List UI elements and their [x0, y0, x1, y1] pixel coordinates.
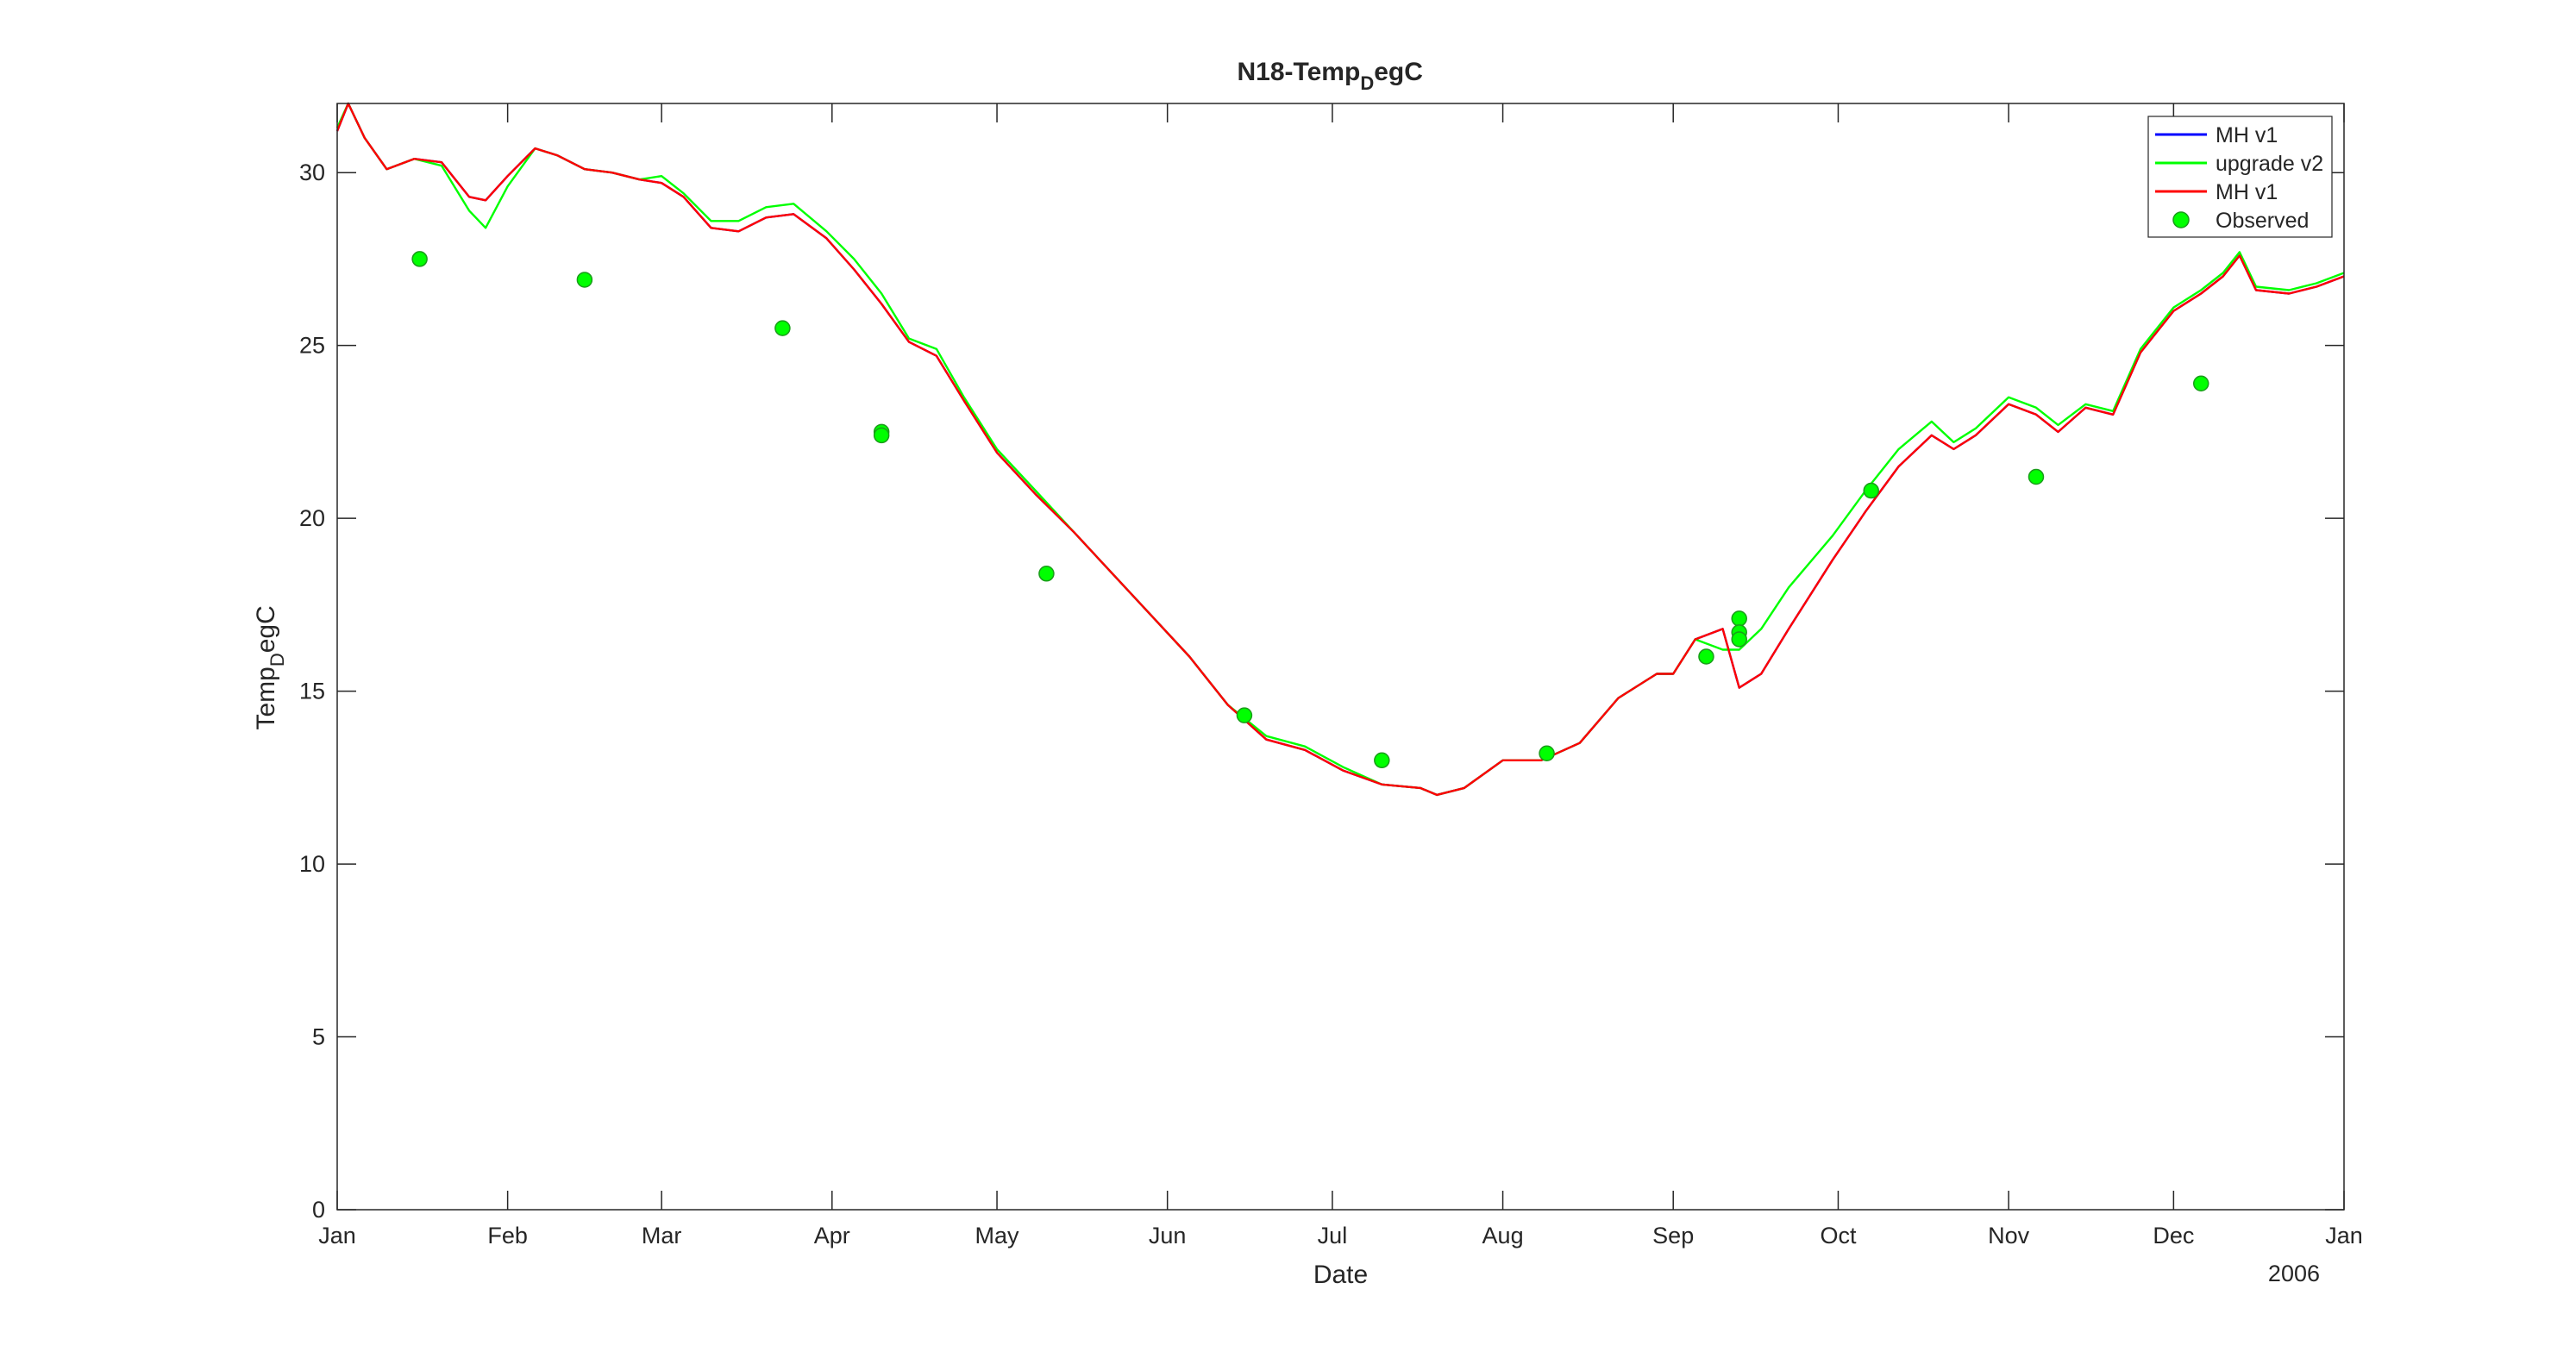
- x-tick-label: Jan: [318, 1223, 356, 1248]
- observed-point: [2028, 468, 2045, 485]
- legend-label: MH v1: [2216, 123, 2278, 147]
- y-axis-label: TempDegC: [252, 605, 288, 729]
- y-tick-label: 20: [299, 505, 325, 531]
- x-tick-label: Sep: [1652, 1223, 1694, 1248]
- observed-point: [1863, 482, 1879, 499]
- x-tick-label: Jan: [2325, 1223, 2363, 1248]
- y-tick-label: 25: [299, 333, 325, 359]
- year-label: 2006: [2268, 1261, 2320, 1286]
- y-tick-label: 10: [299, 851, 325, 877]
- legend-label: MH v1: [2216, 180, 2278, 204]
- x-tick-label: Dec: [2153, 1223, 2194, 1248]
- observed-point: [1539, 745, 1555, 762]
- x-tick-label: Apr: [814, 1223, 850, 1248]
- y-tick-label: 30: [299, 160, 325, 185]
- x-tick-label: Oct: [1820, 1223, 1857, 1248]
- x-axis-label: Date: [1313, 1261, 1368, 1289]
- legend-label: Observed: [2216, 209, 2309, 233]
- observed-point: [2192, 375, 2209, 392]
- x-tick-label: May: [975, 1223, 1020, 1248]
- legend-swatch: [2172, 211, 2190, 228]
- y-tick-label: 0: [312, 1197, 325, 1223]
- observed-point: [576, 272, 593, 288]
- observed-point: [1374, 752, 1390, 769]
- x-tick-label: Nov: [1988, 1223, 2030, 1248]
- x-tick-label: Mar: [642, 1223, 682, 1248]
- observed-point: [1731, 631, 1747, 648]
- axes-box: [336, 103, 2345, 1211]
- y-axis-label-group: TempDegC: [252, 605, 288, 729]
- plot-area: [337, 103, 2344, 1210]
- legend-label: upgrade v2: [2216, 152, 2323, 176]
- observed-point: [1236, 707, 1253, 723]
- x-tick-label: Jul: [1318, 1223, 1348, 1248]
- observed-point: [1731, 610, 1747, 627]
- observed-point: [1038, 566, 1055, 582]
- series-line-2: [335, 102, 2345, 797]
- observed-point: [774, 320, 791, 336]
- observed-point: [1698, 648, 1714, 665]
- x-tick-label: Jun: [1149, 1223, 1187, 1248]
- observed-point: [411, 251, 428, 267]
- chart-title: N18-TempDegC: [1238, 58, 1423, 94]
- x-tick-label: Aug: [1482, 1223, 1524, 1248]
- y-tick-label: 15: [299, 679, 325, 704]
- observed-point: [873, 427, 890, 444]
- y-tick-label: 5: [312, 1024, 325, 1050]
- x-tick-label: Feb: [487, 1223, 528, 1248]
